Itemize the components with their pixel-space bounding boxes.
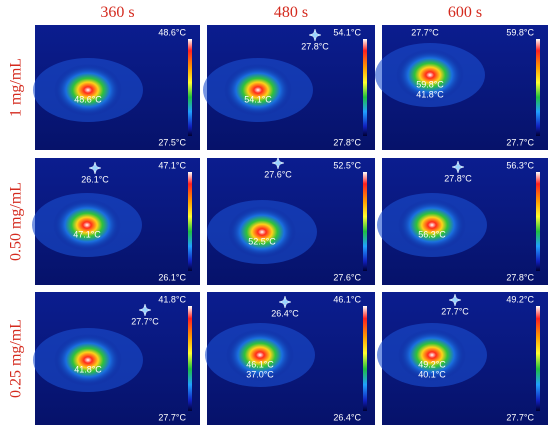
color-scale <box>363 306 367 411</box>
color-scale <box>188 306 192 411</box>
spot-temp: 56.3°C <box>418 229 446 239</box>
crosshair <box>278 295 292 309</box>
column-header: 480 s <box>274 4 308 21</box>
crosshair <box>138 303 152 317</box>
spot-temp: 40.1°C <box>418 369 446 379</box>
thermal-image: 48.6°C 27.5°C 48.6°C <box>33 25 200 150</box>
heat-spot <box>398 329 466 381</box>
min-temp: 27.6°C <box>333 272 361 282</box>
spot-temp: 41.8°C <box>74 364 102 374</box>
color-scale <box>363 172 367 271</box>
max-temp: 41.8°C <box>158 294 186 304</box>
color-scale <box>536 39 540 136</box>
spot-temp: 52.5°C <box>248 236 276 246</box>
column-header: 600 s <box>448 4 482 21</box>
min-temp: 27.8°C <box>333 137 361 147</box>
thermal-image: 59.8°C27.7°C59.8°C41.8°C27.7°C <box>375 25 548 150</box>
max-temp: 49.2°C <box>506 294 534 304</box>
color-scale <box>536 306 540 411</box>
crosshair <box>308 28 322 42</box>
max-temp: 52.5°C <box>333 160 361 170</box>
min-temp: 27.5°C <box>158 137 186 147</box>
crosshair <box>271 156 285 170</box>
heat-spot <box>54 64 122 116</box>
min-temp: 27.7°C <box>158 412 186 422</box>
min-temp: 27.8°C <box>506 272 534 282</box>
spot-temp: 41.8°C <box>416 89 444 99</box>
thermal-image: 47.1°C 26.1°C 47.1°C 26.1°C <box>32 158 200 285</box>
marker-temp: 27.7°C <box>411 27 439 37</box>
max-temp: 46.1°C <box>333 294 361 304</box>
marker-temp: 27.6°C <box>264 169 292 179</box>
max-temp: 48.6°C <box>158 27 186 37</box>
row-label: 1 mg/mL <box>8 58 25 117</box>
thermal-image: 41.8°C 27.7°C 41.8°C 27.7°C <box>33 292 200 425</box>
max-temp: 47.1°C <box>158 160 186 170</box>
heat-spot <box>228 206 296 258</box>
spot-temp: 37.0°C <box>246 369 274 379</box>
thermal-image: 49.2°C27.7°C49.2°C40.1°C27.7°C <box>377 292 548 425</box>
color-scale <box>188 39 192 136</box>
spot-temp: 59.8°C <box>416 79 444 89</box>
thermal-image: 46.1°C26.4°C46.1°C37.0°C26.4°C <box>205 292 375 425</box>
spot-temp: 54.1°C <box>244 94 272 104</box>
color-scale <box>188 172 192 271</box>
marker-temp: 27.8°C <box>444 173 472 183</box>
heat-spot <box>53 199 121 251</box>
heat-spot <box>54 334 122 386</box>
color-scale <box>363 39 367 136</box>
crosshair <box>448 293 462 307</box>
marker-temp: 26.4°C <box>271 308 299 318</box>
thermal-image: 56.3°C 27.8°C 56.3°C 27.8°C <box>377 158 548 285</box>
max-temp: 54.1°C <box>333 27 361 37</box>
spot-temp: 49.2°C <box>418 359 446 369</box>
min-temp: 27.7°C <box>506 412 534 422</box>
marker-temp: 27.7°C <box>441 306 469 316</box>
spot-temp: 46.1°C <box>246 359 274 369</box>
spot-temp: 47.1°C <box>73 229 101 239</box>
crosshair <box>88 161 102 175</box>
column-header: 360 s <box>100 4 134 21</box>
marker-temp: 27.7°C <box>131 316 159 326</box>
heat-spot <box>396 49 464 101</box>
min-temp: 26.1°C <box>158 272 186 282</box>
min-temp: 27.7°C <box>506 137 534 147</box>
marker-temp: 27.8°C <box>301 41 329 51</box>
heat-spot <box>224 64 292 116</box>
thermal-image: 54.1°C 27.8°C 54.1°C 27.8°C <box>203 25 375 150</box>
crosshair <box>451 160 465 174</box>
row-label: 0.25 mg/mL <box>8 319 25 398</box>
color-scale <box>536 172 540 271</box>
heat-spot <box>226 329 294 381</box>
heat-spot <box>398 199 466 251</box>
marker-temp: 26.1°C <box>81 174 109 184</box>
spot-temp: 48.6°C <box>74 94 102 104</box>
max-temp: 59.8°C <box>506 27 534 37</box>
min-temp: 26.4°C <box>333 412 361 422</box>
thermal-image: 52.5°C 27.6°C 52.5°C 27.6°C <box>207 156 375 285</box>
row-label: 0.50 mg/mL <box>8 182 25 261</box>
max-temp: 56.3°C <box>506 160 534 170</box>
